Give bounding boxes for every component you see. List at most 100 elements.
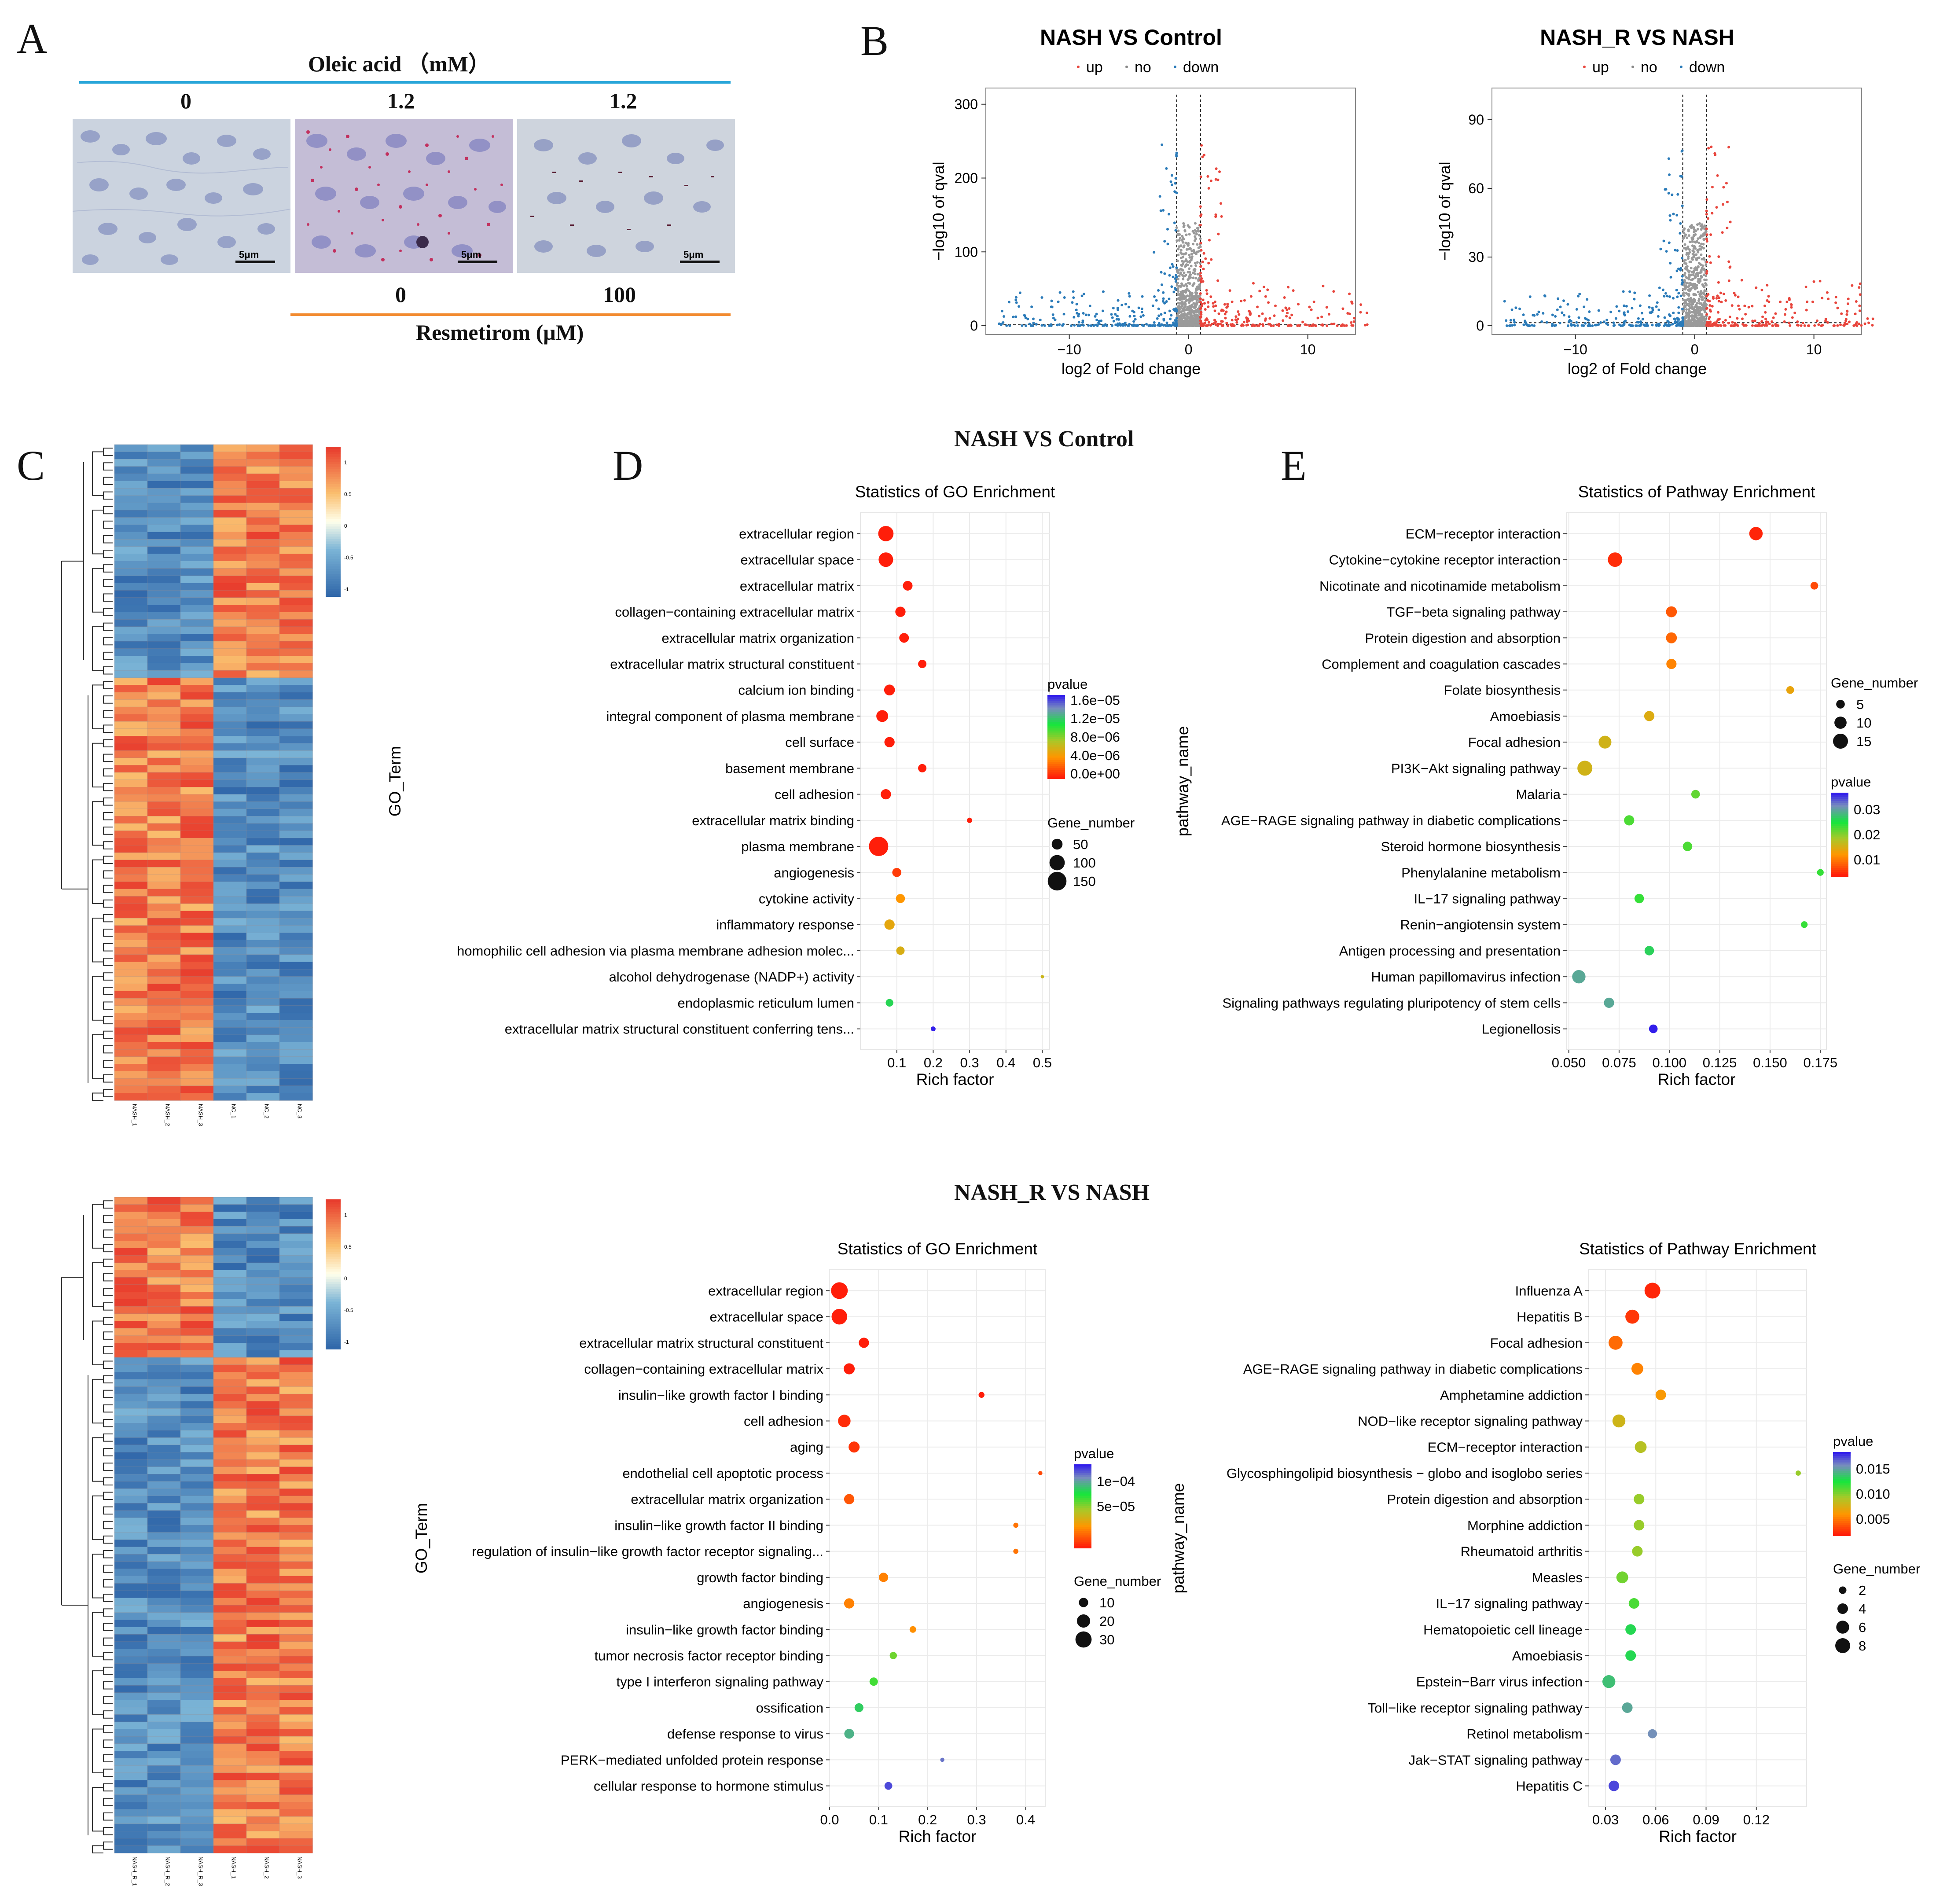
heatmap-cell bbox=[279, 860, 313, 867]
heatmap-scale-band bbox=[326, 471, 341, 475]
volcano-point-down bbox=[1671, 193, 1674, 196]
heatmap-cell bbox=[213, 1211, 247, 1220]
heatmap-cell bbox=[246, 728, 280, 736]
volcano-point-down bbox=[1120, 323, 1123, 326]
color-legend-band bbox=[1047, 751, 1065, 754]
heatmap-cell bbox=[279, 889, 313, 897]
volcano-point-up bbox=[1840, 312, 1843, 315]
heatmap-scale-band bbox=[326, 1294, 341, 1297]
enrichment-point bbox=[831, 1309, 848, 1325]
heatmap-cell bbox=[246, 1489, 280, 1496]
heatmap-cell bbox=[114, 583, 148, 591]
heatmap-cell bbox=[279, 954, 313, 963]
heatmap-cell bbox=[180, 1700, 214, 1708]
heatmap-cell bbox=[180, 1423, 214, 1431]
heatmap-cell bbox=[213, 1364, 247, 1372]
volcano-point-down bbox=[1679, 268, 1682, 272]
color-legend-band bbox=[1074, 1537, 1091, 1540]
volcano-point-up bbox=[1290, 313, 1293, 316]
volcano-point-no bbox=[1186, 263, 1189, 266]
volcano-point-up bbox=[1217, 232, 1220, 235]
heatmap-cell bbox=[246, 1313, 280, 1322]
volcano-point-no bbox=[1186, 323, 1189, 327]
y-axis-label: GO_Term bbox=[412, 1503, 430, 1573]
volcano-point-up bbox=[1722, 186, 1725, 189]
heatmap-cell bbox=[114, 554, 148, 562]
heatmap-cell bbox=[147, 983, 181, 992]
heatmap-cell bbox=[246, 1780, 280, 1788]
volcano-point-no bbox=[1702, 292, 1705, 295]
heatmap-cell bbox=[279, 933, 313, 941]
heatmap-cell bbox=[147, 1547, 181, 1555]
volcano-point-no bbox=[1700, 253, 1703, 256]
volcano-point-up bbox=[1286, 312, 1289, 315]
heatmap-cell bbox=[213, 1459, 247, 1467]
color-legend-band bbox=[1831, 872, 1848, 875]
volcano-point-no bbox=[1186, 294, 1189, 298]
color-legend-band bbox=[1831, 797, 1848, 800]
heatmap-cell bbox=[213, 1670, 247, 1679]
volcano-point-up bbox=[1710, 145, 1713, 148]
heatmap-scale-band bbox=[326, 477, 341, 480]
volcano-point-no bbox=[1181, 304, 1184, 307]
volcano-point-down bbox=[1663, 316, 1666, 319]
heatmap-cell bbox=[246, 706, 280, 715]
heatmap-cell bbox=[246, 1364, 280, 1372]
heatmap-cell bbox=[279, 1364, 313, 1372]
volcano-point-no bbox=[1195, 288, 1198, 291]
heatmap-cell bbox=[114, 1013, 148, 1021]
volcano-point-up bbox=[1834, 301, 1837, 304]
volcano-point-down bbox=[1591, 324, 1594, 327]
heatmap-scale-band bbox=[326, 544, 341, 547]
heatmap-cell bbox=[147, 1078, 181, 1086]
volcano-point-up bbox=[1202, 268, 1205, 271]
term-label: Rheumatoid arthritis bbox=[1461, 1544, 1583, 1559]
heatmap-cell bbox=[147, 1248, 181, 1256]
color-legend-band bbox=[1833, 1502, 1851, 1505]
color-legend-band bbox=[1833, 1500, 1851, 1503]
volcano-point-no bbox=[1188, 254, 1191, 257]
heatmap-cell bbox=[246, 1627, 280, 1635]
volcano-point-up bbox=[1249, 295, 1253, 298]
heatmap-cell bbox=[246, 903, 280, 912]
size-legend-label: 30 bbox=[1099, 1632, 1114, 1647]
heatmap-scale-label: -1 bbox=[344, 1339, 349, 1345]
dose-bottom-0: 0 bbox=[395, 282, 406, 307]
volcano-point-no bbox=[1682, 309, 1685, 312]
dose-bottom-1: 100 bbox=[603, 282, 636, 307]
x-tick-label: 0.3 bbox=[960, 1055, 979, 1070]
volcano-point-up bbox=[1722, 292, 1725, 295]
heatmap-cell bbox=[147, 1656, 181, 1664]
volcano-point-down bbox=[1568, 320, 1571, 323]
heatmap-cell bbox=[246, 1554, 280, 1562]
color-legend-band bbox=[1047, 764, 1065, 767]
volcano-point-down bbox=[1110, 313, 1113, 316]
heatmap-cell bbox=[246, 641, 280, 649]
heatmap-cell bbox=[279, 1532, 313, 1540]
heatmap-cell bbox=[180, 896, 214, 904]
volcano-ytick-label: 60 bbox=[1468, 180, 1484, 196]
heatmap-cell bbox=[180, 874, 214, 882]
volcano-point-up bbox=[1845, 313, 1848, 316]
heatmap-cell bbox=[213, 1204, 247, 1212]
volcano-point-down bbox=[1014, 315, 1018, 318]
heatmap-cell bbox=[246, 1342, 280, 1351]
heatmap-cell bbox=[213, 1270, 247, 1278]
heatmap-cell bbox=[279, 911, 313, 919]
heatmap-cell bbox=[213, 1423, 247, 1431]
volcano-point-up bbox=[1753, 319, 1756, 322]
heatmap-cell bbox=[279, 1801, 313, 1810]
heatmap-cell bbox=[180, 1219, 214, 1227]
volcano-point-down bbox=[1667, 157, 1670, 160]
term-label: cell adhesion bbox=[775, 787, 854, 802]
volcano-point-up bbox=[1214, 304, 1217, 307]
volcano-point-up bbox=[1717, 281, 1720, 284]
volcano-point-up bbox=[1258, 290, 1261, 293]
volcano-point-up bbox=[1215, 167, 1218, 170]
heatmap-scale-band bbox=[326, 1344, 341, 1347]
volcano-point-no bbox=[1701, 283, 1704, 286]
heatmap-cell bbox=[279, 1794, 313, 1802]
volcano-point-up bbox=[1824, 317, 1827, 320]
volcano-point-up bbox=[1820, 324, 1823, 327]
heatmap-scale-band bbox=[326, 589, 341, 592]
